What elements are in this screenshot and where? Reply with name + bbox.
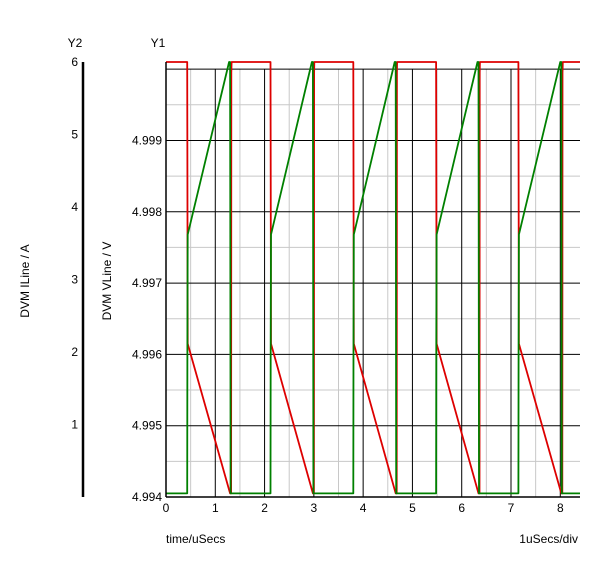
y1-tick-label: 4.994 <box>132 490 162 504</box>
y2-tick-label: 3 <box>71 273 78 287</box>
y2-tick-label: 2 <box>71 345 78 359</box>
x-tick-label: 2 <box>261 501 268 515</box>
x-tick-label: 3 <box>311 501 318 515</box>
y1-tick-label: 4.997 <box>132 276 162 290</box>
x-tick-label: 6 <box>458 501 465 515</box>
y2-tick-label: 1 <box>71 418 78 432</box>
x-tick-label: 8 <box>557 501 564 515</box>
series-line-2 <box>166 61 580 495</box>
x-tick-label: 5 <box>409 501 416 515</box>
axis-layer: 4.994 4.995 4.996 4.997 4.998 4.999 1 2 3 4 5 6 0 1 2 3… <box>18 36 580 546</box>
y2-axis-title: DVM ILine / A <box>18 244 32 317</box>
x-scale-note: 1uSecs/div <box>519 532 578 546</box>
y2-tick-label: 4 <box>71 200 78 214</box>
y1-tick-label: 4.996 <box>132 347 162 361</box>
y1-tick-label: 4.999 <box>132 133 162 147</box>
x-tick-label: 4 <box>360 501 367 515</box>
y2-tick-label: 6 <box>71 55 78 69</box>
x-tick-label: 1 <box>212 501 219 515</box>
series-layer <box>166 61 580 495</box>
y2-axis-header: Y2 <box>68 36 83 50</box>
y1-tick-label: 4.995 <box>132 419 162 433</box>
x-tick-label: 7 <box>508 501 515 515</box>
x-tick-label: 0 <box>163 501 170 515</box>
y1-tick-label: 4.998 <box>132 205 162 219</box>
y2-tick-label: 5 <box>71 128 78 142</box>
y1-axis-title: DVM VLine / V <box>100 242 114 321</box>
x-axis-title: time/uSecs <box>166 532 225 546</box>
y1-axis-header: Y1 <box>151 36 166 50</box>
